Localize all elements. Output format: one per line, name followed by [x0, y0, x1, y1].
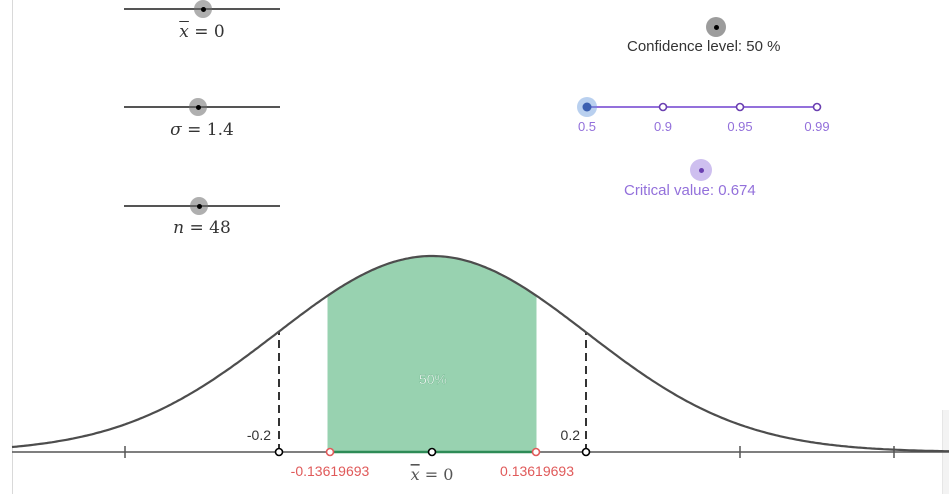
mean-label: x = 0 [124, 22, 280, 42]
center-mean-symbol: x [411, 465, 420, 484]
n-slider[interactable] [124, 197, 280, 215]
left-bound-label: -0.2 [247, 427, 271, 443]
confidence-point-dot[interactable] [714, 25, 719, 30]
sigma-symbol: σ [170, 120, 182, 140]
right-bound-point[interactable] [581, 447, 591, 457]
confidence-area [327, 256, 537, 452]
upper-ci-label: 0.13619693 [500, 463, 574, 479]
mean-value: = 0 [188, 22, 225, 42]
graphics-view [12, 0, 949, 494]
right-bound-label: 0.2 [561, 427, 581, 443]
sigma-label: σ = 1.4 [124, 120, 280, 140]
sigma-value: = 1.4 [181, 120, 234, 140]
mean-slider[interactable] [124, 0, 280, 18]
sigma-slider-knob-dot[interactable] [195, 105, 201, 110]
option-label-0.95: 0.95 [727, 119, 753, 134]
critical-value-label: Critical value: 0.674 [624, 182, 756, 199]
critical-value-point-dot[interactable] [699, 168, 704, 173]
lower-ci-label: -0.13619693 [291, 463, 370, 479]
center-mean-value: = 0 [420, 465, 454, 484]
option-point-0.9[interactable] [658, 102, 668, 112]
normal-curve [11, 254, 949, 453]
option-point-0.5[interactable] [582, 102, 592, 112]
mean-slider-knob-dot[interactable] [200, 7, 206, 12]
n-value: = 48 [184, 218, 231, 238]
n-label: n = 48 [124, 218, 280, 238]
option-label-0.5: 0.5 [577, 119, 597, 134]
center-mean-label: x = 0 [411, 465, 454, 484]
mean-point[interactable] [427, 447, 437, 457]
option-point-0.95[interactable] [735, 102, 745, 112]
left-bound-point[interactable] [274, 447, 284, 457]
n-slider-knob-dot[interactable] [196, 204, 202, 209]
confidence-level-label: Confidence level: 50 % [627, 38, 781, 55]
option-point-0.99[interactable] [812, 102, 822, 112]
option-label-0.9: 0.9 [653, 119, 673, 134]
sigma-slider[interactable] [124, 98, 280, 116]
option-label-0.99: 0.99 [804, 119, 830, 134]
lower-ci-point[interactable] [325, 447, 335, 457]
upper-ci-point[interactable] [531, 447, 541, 457]
area-percent-label: 50% [419, 371, 447, 387]
mean-symbol: x [179, 22, 189, 42]
n-symbol: n [173, 218, 185, 238]
